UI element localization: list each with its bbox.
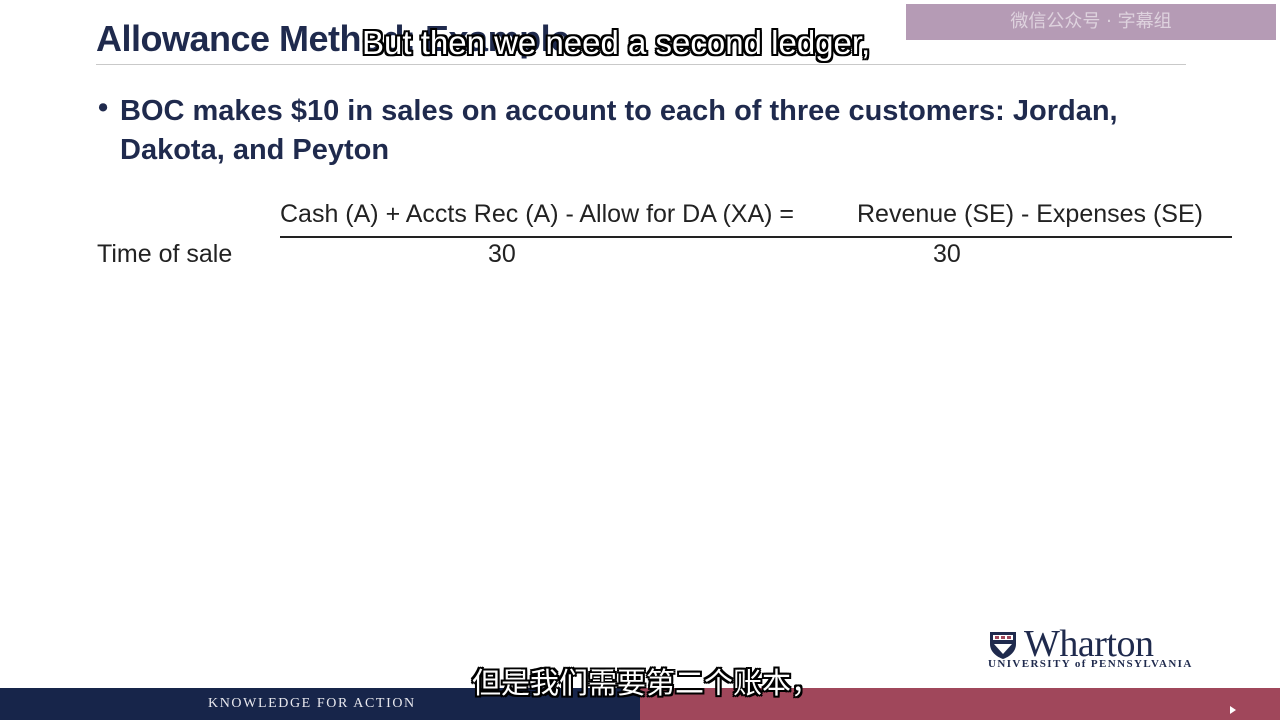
wharton-logo: Wharton UNIVERSITY of PENNSYLVANIA: [988, 623, 1191, 672]
equation-underline: [280, 236, 1232, 238]
footer-tagline: KNOWLEDGE FOR ACTION: [208, 696, 416, 711]
subtitle-chinese: 但是我们需要第二个账本，: [472, 666, 821, 700]
logo-university: UNIVERSITY of PENNSYLVANIA: [988, 658, 1193, 670]
row-label-time-of-sale: Time of sale: [97, 240, 233, 268]
row-value-assets: 30: [488, 240, 516, 268]
logo-wordmark: Wharton: [1024, 623, 1154, 665]
bullet-marker: •: [98, 92, 109, 124]
row-value-equity: 30: [933, 240, 961, 268]
bullet-text: BOC makes $10 in sales on account to eac…: [120, 95, 1118, 166]
title-divider: [96, 64, 1186, 65]
cursor-icon: [1230, 706, 1236, 714]
footer-right-bar: [640, 688, 1280, 720]
footer-left-bar: KNOWLEDGE FOR ACTION: [0, 688, 640, 720]
watermark-overlay: 微信公众号 · 字幕组: [906, 4, 1276, 40]
equation-left-side: Cash (A) + Accts Rec (A) - Allow for DA …: [280, 200, 795, 228]
equation-right-side: Revenue (SE) - Expenses (SE): [857, 200, 1203, 228]
shield-icon: [990, 632, 1016, 659]
slide-title: Allowance Method: Example: [96, 18, 570, 59]
subtitle-english: But then we need a second ledger,: [362, 24, 871, 61]
